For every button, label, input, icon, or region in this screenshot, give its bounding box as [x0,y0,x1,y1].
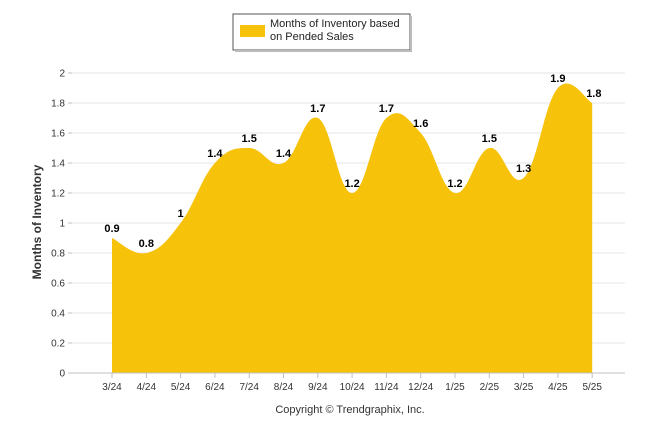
area-fill [112,83,593,374]
y-tick-label: 1 [59,219,65,230]
y-tick-label: 1.6 [51,129,65,140]
area-series [112,83,593,374]
x-tick-label: 8/24 [274,382,294,393]
x-tick-label: 2/25 [480,382,500,393]
data-label: 1.5 [482,133,497,145]
data-label: 1.9 [550,73,565,85]
data-label: 0.8 [139,238,154,250]
x-tick-label: 4/24 [137,382,157,393]
legend: Months of Inventory based on Pended Sale… [232,13,412,52]
x-tick-label: 3/25 [514,382,534,393]
copyright-text: Copyright © Trendgraphix, Inc. [275,404,424,416]
legend-swatch [240,25,265,37]
y-tick-label: 0.4 [51,309,65,320]
data-label: 1.4 [207,148,223,160]
x-tick-label: 11/24 [374,382,399,393]
data-label: 1 [178,208,184,220]
x-tick-label: 10/24 [340,382,365,393]
data-label: 1.6 [413,118,428,130]
data-label: 1.7 [310,103,325,115]
legend-label-line1: Months of Inventory based [270,18,400,30]
y-tick-label: 2 [59,69,65,80]
x-tick-label: 9/24 [308,382,328,393]
y-tick-label: 1.2 [51,189,65,200]
legend-shadow-right [410,16,412,52]
x-tick-label: 1/25 [445,382,465,393]
data-label: 1.7 [379,103,394,115]
data-labels: 0.9 0.8 1 1.4 1.5 1.4 1.7 1.2 1.7 1.6 1.2 1.5 1.3 1.9… [104,73,601,250]
y-axis-title: Months of Inventory [30,164,44,279]
y-tick-label: 1.8 [51,99,65,110]
data-label: 1.3 [516,163,531,175]
legend-label-line2: on Pended Sales [270,31,354,43]
x-tick-label: 3/24 [102,382,122,393]
y-tick-label: 0.8 [51,249,65,260]
axes: 0 0.2 0.4 0.6 0.8 1 1.2 1.4 1.6 1.8 2 3/24 4/24 5/24 6… [51,69,625,393]
y-tick-label: 0.6 [51,279,65,290]
y-tick-label: 0.2 [51,339,65,350]
x-tick-label: 5/25 [582,382,602,393]
legend-shadow-bottom [235,50,412,52]
data-label: 1.8 [586,88,601,100]
x-tick-label: 6/24 [205,382,225,393]
data-label: 1.2 [447,178,462,190]
x-tick-label: 5/24 [171,382,191,393]
y-tick-label: 1.4 [51,159,65,170]
x-tick-label: 4/25 [548,382,568,393]
data-label: 1.5 [242,133,257,145]
data-label: 0.9 [104,223,119,235]
x-tick-label: 12/24 [408,382,433,393]
x-tick-label: 7/24 [239,382,259,393]
data-label: 1.4 [276,148,292,160]
data-label: 1.2 [344,178,359,190]
y-tick-label: 0 [59,369,65,380]
